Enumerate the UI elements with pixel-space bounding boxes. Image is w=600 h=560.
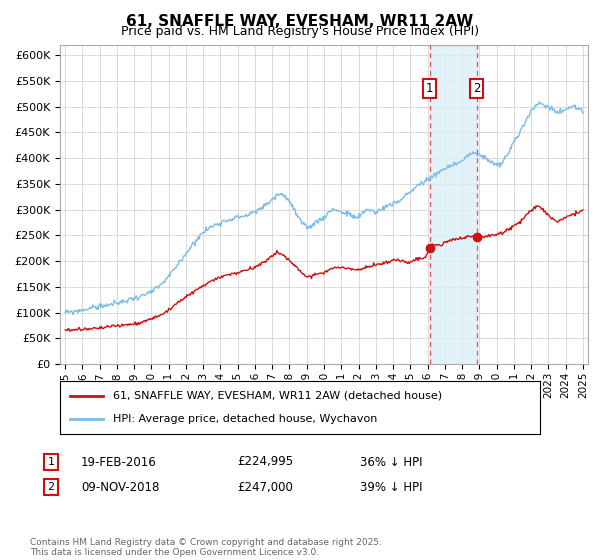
Bar <box>430 45 477 364</box>
Text: 2: 2 <box>47 482 55 492</box>
Text: £224,995: £224,995 <box>237 455 293 469</box>
Text: 61, SNAFFLE WAY, EVESHAM, WR11 2AW: 61, SNAFFLE WAY, EVESHAM, WR11 2AW <box>127 14 473 29</box>
Text: Price paid vs. HM Land Registry's House Price Index (HPI): Price paid vs. HM Land Registry's House … <box>121 25 479 38</box>
Text: 19-FEB-2016: 19-FEB-2016 <box>81 455 157 469</box>
Text: 39% ↓ HPI: 39% ↓ HPI <box>360 480 422 494</box>
Text: 2: 2 <box>473 82 481 95</box>
Text: 61, SNAFFLE WAY, EVESHAM, WR11 2AW (detached house): 61, SNAFFLE WAY, EVESHAM, WR11 2AW (deta… <box>113 391 442 401</box>
Text: 1: 1 <box>426 82 433 95</box>
Text: Contains HM Land Registry data © Crown copyright and database right 2025.
This d: Contains HM Land Registry data © Crown c… <box>30 538 382 557</box>
Text: £247,000: £247,000 <box>237 480 293 494</box>
Text: 1: 1 <box>47 457 55 467</box>
Text: HPI: Average price, detached house, Wychavon: HPI: Average price, detached house, Wych… <box>113 414 377 424</box>
Text: 09-NOV-2018: 09-NOV-2018 <box>81 480 160 494</box>
Text: 36% ↓ HPI: 36% ↓ HPI <box>360 455 422 469</box>
